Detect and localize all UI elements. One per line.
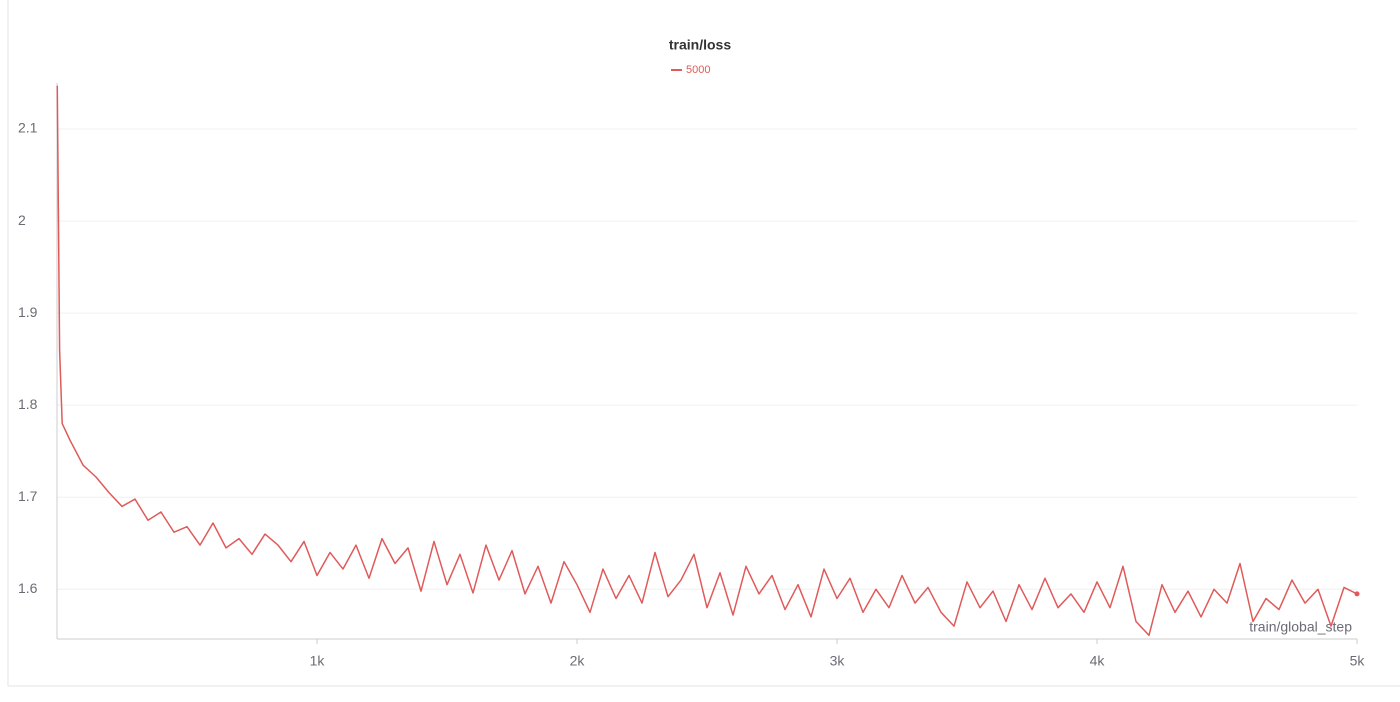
x-tick-label: 3k xyxy=(830,653,846,669)
end-point xyxy=(1354,591,1360,597)
x-tick-label: 5k xyxy=(1350,653,1366,669)
y-tick-label: 1.6 xyxy=(18,580,38,596)
y-tick-label: 2 xyxy=(18,212,26,228)
data-line xyxy=(56,85,1358,637)
x-tick-label: 4k xyxy=(1090,653,1106,669)
legend-label: 5000 xyxy=(686,64,710,76)
y-tick-label: 2.1 xyxy=(18,120,38,136)
x-tick-label: 1k xyxy=(310,653,326,669)
y-tick-label: 1.8 xyxy=(18,396,38,412)
x-tick-label: 2k xyxy=(570,653,586,669)
y-tick-label: 1.7 xyxy=(18,488,38,504)
y-tick-label: 1.9 xyxy=(18,304,38,320)
x-axis-label: train/global_step xyxy=(1249,619,1352,635)
chart-title: train/loss xyxy=(669,37,731,53)
